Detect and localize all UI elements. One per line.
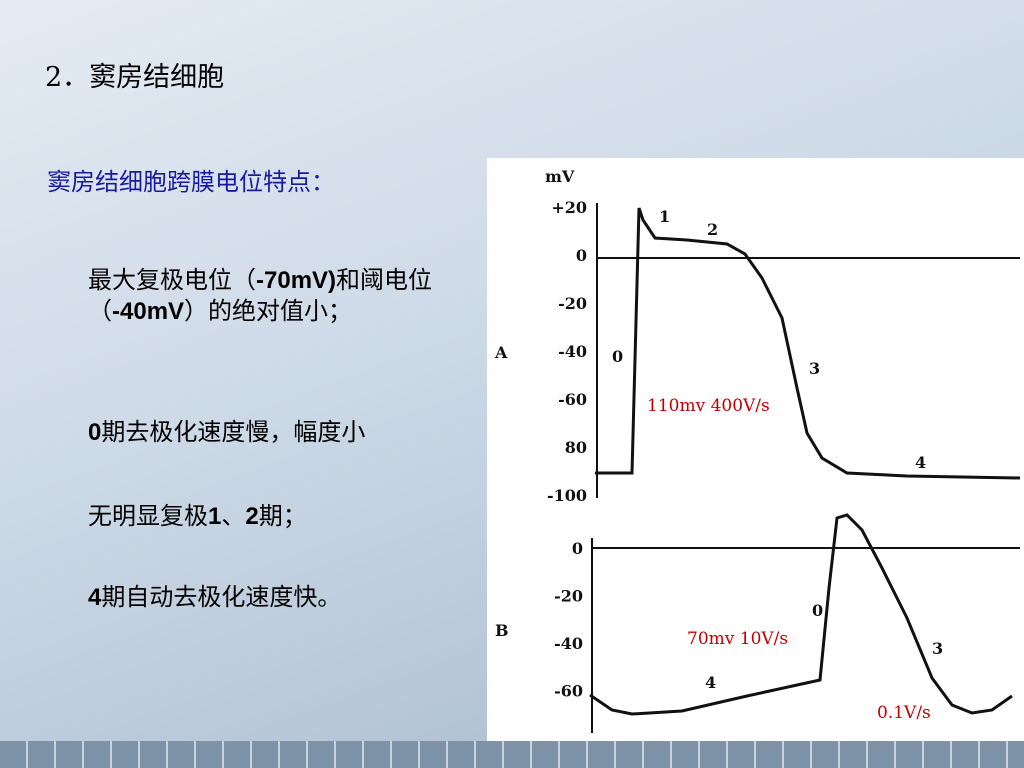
tick-label: -20 [554, 587, 583, 606]
phase: 4 [705, 673, 716, 692]
phase: 2 [707, 220, 718, 239]
subtitle: 窦房结细胞跨膜电位特点： [47, 168, 335, 196]
phase: 3 [932, 639, 943, 658]
tick-label: 80 [565, 438, 587, 457]
text: 期自动去极化速度快。 [101, 583, 342, 611]
bullet: 4期自动去极化速度快。 [88, 582, 480, 613]
tick-label: +20 [551, 198, 587, 217]
text: ）的绝对值小； [184, 297, 353, 325]
panel-label: A [494, 343, 508, 362]
text: 4 [88, 584, 102, 611]
annotation: 0.1V/s [877, 703, 931, 723]
text: -40mV [112, 298, 185, 325]
text: 无明显复极 [88, 502, 208, 530]
phase: 1 [659, 207, 670, 226]
text: 和阈电位（ [88, 266, 433, 325]
text: 最大复极电位（ [88, 266, 256, 294]
phase: 4 [915, 453, 926, 472]
tick-label: -40 [554, 634, 583, 653]
text: 期去极化速度慢，幅度小 [101, 418, 366, 446]
text: -70mV) [256, 267, 337, 294]
figure: mV A B +20 0 -20 -40 -60 80 -100 0 -20 -40 -60 1 2… [487, 158, 1024, 741]
tick-label: -60 [558, 390, 587, 409]
phase: 3 [809, 359, 820, 378]
text: 0 [88, 419, 102, 446]
tick-label: -20 [558, 294, 587, 313]
phase: 0 [612, 347, 623, 366]
annotation: 70mv 10V/s [687, 629, 788, 649]
bullet: 无明显复极1、2期； [88, 501, 480, 532]
bullet: 最大复极电位（-70mV)和阈电位（-40mV）的绝对值小； [88, 265, 480, 327]
text: 、 [221, 502, 246, 530]
panel-label: B [495, 621, 509, 640]
text: 期； [258, 502, 307, 530]
text: 2 [245, 503, 259, 530]
title: 2．窦房结细胞 [45, 62, 225, 93]
bullet: 0期去极化速度慢，幅度小 [88, 417, 480, 448]
phase: 0 [812, 601, 823, 620]
unit: mV [545, 167, 575, 186]
footer-strip [0, 741, 1024, 768]
tick-label: 0 [572, 539, 583, 558]
tick-label: -60 [554, 682, 583, 701]
tick-label: 0 [576, 246, 587, 265]
tick-label: -100 [547, 486, 587, 505]
tick-label: -40 [558, 342, 587, 361]
text: 1 [208, 503, 222, 530]
annotation: 110mv 400V/s [647, 396, 770, 416]
